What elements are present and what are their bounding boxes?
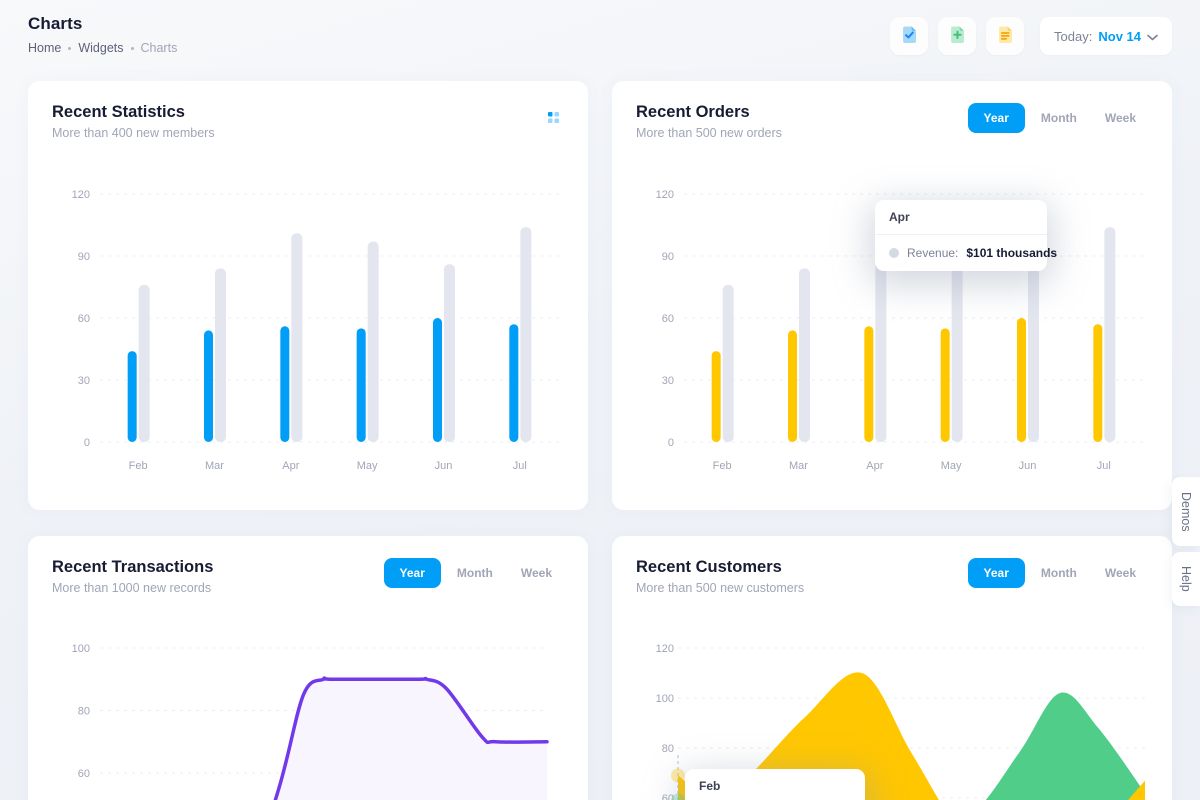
filter-year-button[interactable]: Year bbox=[967, 558, 1025, 588]
chart-tooltip: Feb bbox=[685, 769, 865, 800]
card-subtitle: More than 400 new members bbox=[52, 126, 215, 140]
chevron-down-icon bbox=[1147, 29, 1158, 44]
card-title: Recent Orders bbox=[636, 103, 750, 121]
card-subtitle: More than 500 new orders bbox=[636, 126, 782, 140]
svg-text:Jun: Jun bbox=[1019, 460, 1037, 472]
card-title: Recent Statistics bbox=[52, 103, 185, 121]
series-dot-icon bbox=[889, 248, 899, 258]
tooltip-title: Feb bbox=[685, 769, 865, 800]
file-plus-icon bbox=[948, 25, 967, 47]
card-title: Recent Transactions bbox=[52, 558, 214, 576]
breadcrumb-current: Charts bbox=[140, 41, 178, 55]
svg-text:Jun: Jun bbox=[435, 460, 453, 472]
svg-text:Feb: Feb bbox=[713, 460, 732, 472]
svg-text:100: 100 bbox=[656, 693, 674, 705]
tooltip-series-label: Revenue: bbox=[907, 246, 959, 260]
header-actions: Today: Nov 14 bbox=[890, 17, 1172, 55]
svg-text:30: 30 bbox=[662, 375, 674, 387]
card-recent-customers: Recent Customers More than 500 new custo… bbox=[612, 536, 1172, 800]
card-subtitle: More than 500 new customers bbox=[636, 581, 805, 595]
tooltip-value: $101 thousands bbox=[966, 246, 1058, 260]
date-picker-value: Nov 14 bbox=[1098, 28, 1141, 44]
filter-year-button[interactable]: Year bbox=[967, 103, 1025, 133]
svg-text:60: 60 bbox=[662, 313, 674, 325]
breadcrumb-separator bbox=[68, 46, 72, 50]
svg-text:0: 0 bbox=[668, 437, 674, 449]
card-recent-statistics: Recent Statistics More than 400 new memb… bbox=[28, 81, 588, 510]
dots-grid-icon bbox=[547, 112, 560, 127]
widgets-grid: Recent Statistics More than 400 new memb… bbox=[0, 55, 1200, 800]
svg-text:Mar: Mar bbox=[789, 460, 808, 472]
page-heading: Charts Home Widgets Charts bbox=[28, 14, 177, 55]
filter-year-button[interactable]: Year bbox=[383, 558, 441, 588]
svg-text:May: May bbox=[357, 460, 378, 472]
page-title: Charts bbox=[28, 14, 83, 33]
svg-text:30: 30 bbox=[78, 375, 90, 387]
date-picker-label: Today: bbox=[1054, 28, 1093, 44]
orders-bar-chart[interactable]: 0 30 60 90 120 Feb Mar Apr May Jun Jul bbox=[636, 180, 1159, 480]
file-text-button[interactable] bbox=[986, 17, 1025, 55]
breadcrumb: Home Widgets Charts bbox=[28, 41, 177, 55]
svg-text:Jul: Jul bbox=[1097, 460, 1111, 472]
filter-week-button[interactable]: Week bbox=[509, 558, 564, 588]
svg-text:0: 0 bbox=[84, 437, 90, 449]
date-picker-button[interactable]: Today: Nov 14 bbox=[1040, 17, 1172, 55]
card-recent-orders: Recent Orders More than 500 new orders Y… bbox=[612, 81, 1172, 510]
card-subtitle: More than 1000 new records bbox=[52, 581, 212, 595]
svg-text:Mar: Mar bbox=[205, 460, 224, 472]
file-text-icon bbox=[996, 25, 1015, 47]
svg-text:60: 60 bbox=[662, 793, 674, 800]
filter-week-button[interactable]: Week bbox=[1093, 103, 1148, 133]
svg-text:80: 80 bbox=[662, 743, 674, 755]
filter-month-button[interactable]: Month bbox=[445, 558, 505, 588]
svg-text:Jul: Jul bbox=[513, 460, 527, 472]
svg-text:90: 90 bbox=[662, 251, 674, 263]
statistics-bar-chart[interactable]: 0 30 60 90 120 Feb Mar Apr May Jun Jul bbox=[52, 180, 575, 480]
customers-area-chart[interactable]: 120 100 80 60 bbox=[636, 630, 1148, 800]
period-filter: Year Month Week bbox=[967, 558, 1148, 588]
tooltip-title: Apr bbox=[875, 200, 1047, 235]
svg-text:90: 90 bbox=[78, 251, 90, 263]
breadcrumb-widgets[interactable]: Widgets bbox=[78, 41, 124, 55]
svg-text:Apr: Apr bbox=[866, 460, 883, 472]
file-plus-button[interactable] bbox=[938, 17, 977, 55]
help-side-tab[interactable]: Help bbox=[1172, 552, 1200, 606]
svg-text:120: 120 bbox=[656, 189, 674, 201]
card-menu-button[interactable] bbox=[543, 107, 564, 131]
card-recent-transactions: Recent Transactions More than 1000 new r… bbox=[28, 536, 588, 800]
svg-text:120: 120 bbox=[656, 643, 674, 655]
svg-text:May: May bbox=[941, 460, 962, 472]
svg-text:100: 100 bbox=[72, 643, 90, 655]
svg-text:Apr: Apr bbox=[282, 460, 299, 472]
filter-week-button[interactable]: Week bbox=[1093, 558, 1148, 588]
svg-text:60: 60 bbox=[78, 768, 90, 780]
file-check-icon bbox=[900, 25, 919, 47]
svg-text:Feb: Feb bbox=[129, 460, 148, 472]
page-header: Charts Home Widgets Charts bbox=[0, 0, 1200, 55]
card-title: Recent Customers bbox=[636, 558, 782, 576]
svg-text:120: 120 bbox=[72, 189, 90, 201]
file-check-button[interactable] bbox=[890, 17, 929, 55]
svg-text:80: 80 bbox=[78, 706, 90, 718]
period-filter: Year Month Week bbox=[383, 558, 564, 588]
filter-month-button[interactable]: Month bbox=[1029, 558, 1089, 588]
breadcrumb-home[interactable]: Home bbox=[28, 41, 62, 55]
transactions-area-chart[interactable]: 100 80 60 bbox=[52, 630, 564, 800]
svg-text:60: 60 bbox=[78, 313, 90, 325]
demos-side-tab[interactable]: Demos bbox=[1172, 477, 1200, 546]
chart-tooltip: Apr Revenue: $101 thousands bbox=[875, 200, 1057, 271]
breadcrumb-separator bbox=[130, 46, 134, 50]
period-filter: Year Month Week bbox=[967, 103, 1148, 133]
filter-month-button[interactable]: Month bbox=[1029, 103, 1089, 133]
